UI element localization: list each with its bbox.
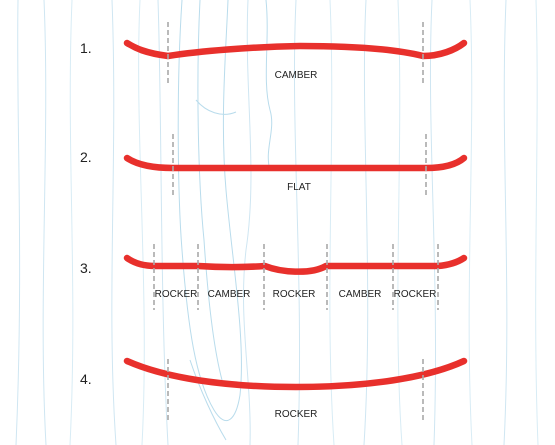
board-curve-hybrid [123, 254, 468, 275]
profile-camber: 1. CAMBER [80, 22, 468, 86]
profile-rocker: 4. ROCKER [80, 357, 468, 421]
zone-label: CAMBER [339, 289, 382, 300]
zone-label: ROCKER [273, 289, 316, 300]
profile-hybrid: 3. ROCKER CAMBER ROCKER CAMBER ROCKER [80, 244, 468, 310]
wood-grain-texture [15, 0, 539, 445]
profile-number: 1. [80, 40, 92, 56]
board-curve-flat [123, 154, 468, 172]
profile-number: 2. [80, 149, 92, 165]
profile-flat: 2. FLAT [80, 134, 468, 198]
profile-number: 3. [80, 260, 92, 276]
profile-number: 4. [80, 371, 92, 387]
zone-label: ROCKER [155, 289, 198, 300]
zone-label: ROCKER [394, 289, 437, 300]
board-curve-camber [123, 39, 468, 60]
board-curve-rocker [123, 357, 468, 391]
profile-label: CAMBER [275, 70, 318, 81]
zone-label: CAMBER [208, 289, 251, 300]
profile-label: ROCKER [275, 409, 318, 420]
profile-label: FLAT [287, 182, 311, 193]
